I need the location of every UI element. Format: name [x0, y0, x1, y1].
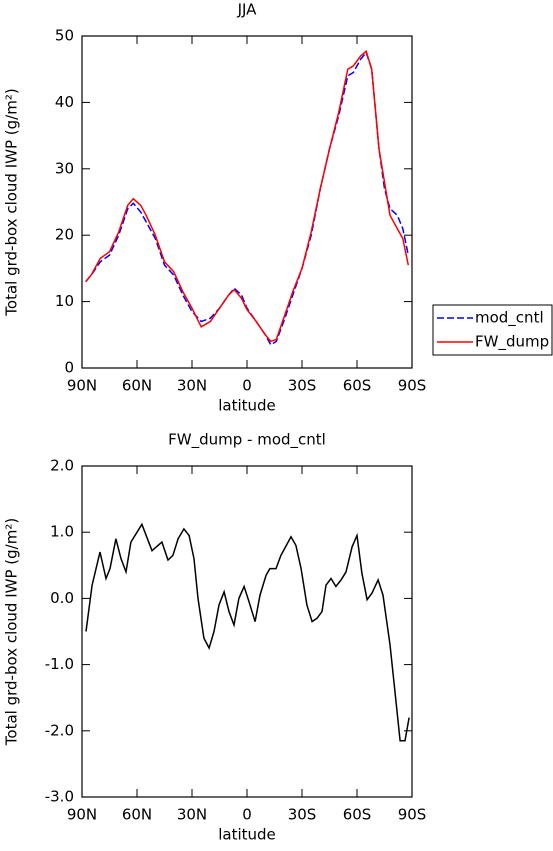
x-tick-label: 0 — [242, 377, 252, 395]
y-tick-label: 2.0 — [50, 457, 74, 475]
y-tick-label: -3.0 — [45, 788, 74, 806]
legend-label: FW_dump — [475, 333, 549, 352]
x-tick-label: 90N — [67, 377, 97, 395]
y-tick-label: -2.0 — [45, 721, 74, 739]
series-line — [85, 522, 410, 742]
series-line — [85, 51, 410, 346]
y-tick-label: 1.0 — [50, 523, 74, 541]
x-tick-label: 90S — [398, 377, 427, 395]
plot-frame — [81, 35, 413, 369]
y-axis-label: Total grd-box cloud IWP (g/m²) — [3, 518, 21, 746]
y-tick-label: 0 — [64, 359, 74, 377]
x-tick-label: 60S — [343, 377, 372, 395]
y-axis-label: Total grd-box cloud IWP (g/m²) — [3, 88, 21, 316]
y-tick-label: 10 — [55, 292, 74, 310]
x-tick-label: 60S — [343, 806, 372, 824]
y-tick-label: 50 — [55, 27, 74, 45]
chart-title: FW_dump - mod_cntl — [168, 431, 326, 450]
series-line — [85, 50, 410, 343]
x-tick-label: 90N — [67, 806, 97, 824]
plot-frame — [81, 465, 413, 798]
x-tick-label: 90S — [398, 806, 427, 824]
x-tick-label: 30S — [288, 377, 317, 395]
y-tick-label: 20 — [55, 226, 74, 244]
x-tick-label: 60N — [122, 806, 152, 824]
y-tick-label: 0.0 — [50, 589, 74, 607]
x-tick-label: 0 — [242, 806, 252, 824]
x-tick-label: 30S — [288, 806, 317, 824]
x-axis-label: latitude — [218, 826, 276, 844]
x-axis-label: latitude — [218, 397, 276, 415]
legend-label: mod_cntl — [475, 309, 544, 328]
y-tick-label: 30 — [55, 159, 74, 177]
y-tick-label: -1.0 — [45, 655, 74, 673]
x-tick-label: 30N — [177, 806, 207, 824]
legend-box — [432, 304, 553, 356]
x-tick-label: 30N — [177, 377, 207, 395]
y-tick-label: 40 — [55, 93, 74, 111]
chart-title: JJA — [237, 1, 258, 19]
x-tick-label: 60N — [122, 377, 152, 395]
